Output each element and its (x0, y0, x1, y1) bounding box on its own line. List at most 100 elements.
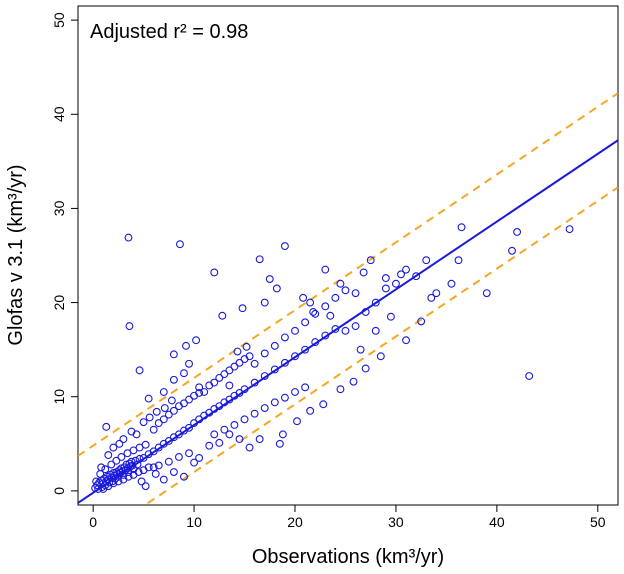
x-tick-label: 30 (388, 514, 404, 530)
data-point (293, 417, 301, 426)
data-point (422, 256, 431, 265)
lower-band-line (143, 186, 618, 505)
data-point (240, 415, 249, 424)
data-point (125, 322, 134, 331)
data-point (119, 435, 128, 444)
data-point (169, 350, 178, 359)
data-point (97, 463, 106, 472)
data-point (109, 443, 118, 452)
data-point (242, 342, 251, 351)
data-point (238, 304, 247, 313)
data-point (182, 341, 190, 350)
data-point (139, 453, 148, 462)
data-point (164, 457, 173, 466)
data-point (92, 477, 101, 486)
data-point (205, 441, 214, 450)
data-point (417, 317, 426, 326)
y-tick-label: 40 (51, 106, 67, 122)
data-point (169, 375, 178, 384)
data-point (154, 419, 163, 428)
data-point (565, 225, 574, 234)
data-point (117, 453, 126, 461)
data-point (167, 396, 176, 405)
data-point (190, 458, 199, 467)
data-point (152, 407, 161, 416)
data-point (104, 451, 113, 460)
data-point (260, 349, 269, 358)
data-point (326, 311, 335, 320)
data-point (180, 369, 188, 378)
data-point (270, 398, 279, 407)
data-point (255, 255, 264, 264)
data-point (134, 468, 143, 476)
data-point (137, 477, 146, 486)
data-point (371, 326, 380, 335)
x-tick-label: 0 (89, 514, 97, 530)
data-point (235, 435, 244, 444)
data-point (402, 265, 410, 274)
data-point (159, 388, 168, 396)
data-point (280, 333, 289, 342)
data-point (336, 279, 345, 288)
data-point (135, 366, 144, 375)
data-point (391, 279, 400, 288)
data-point (141, 440, 150, 449)
data-point (210, 378, 219, 387)
data-point (525, 372, 534, 380)
data-point (174, 453, 183, 461)
data-point (169, 406, 178, 415)
data-point (141, 482, 150, 491)
x-tick-label: 10 (186, 514, 202, 530)
data-point (447, 279, 456, 288)
data-point (349, 377, 358, 386)
data-point (291, 352, 299, 361)
data-point (225, 430, 234, 439)
data-point (301, 345, 310, 354)
data-point (180, 472, 188, 481)
data-point (311, 309, 320, 318)
data-point (114, 477, 123, 486)
data-point (180, 399, 188, 408)
data-point (331, 293, 340, 302)
data-point (319, 400, 328, 409)
data-point (508, 246, 516, 255)
data-point (164, 410, 173, 419)
data-point (124, 233, 133, 242)
data-point (361, 364, 370, 373)
data-point (376, 352, 385, 361)
fit-line-layer (78, 139, 618, 504)
y-tick-label: 30 (51, 200, 67, 216)
y-tick-label: 20 (51, 295, 67, 311)
data-point (351, 289, 360, 298)
data-point (160, 404, 169, 412)
data-point (164, 437, 173, 445)
data-point (220, 370, 229, 379)
data-point (210, 430, 219, 439)
data-point (144, 463, 153, 472)
x-axis: 0 10 20 30 40 50 (89, 505, 606, 530)
data-point (371, 298, 380, 307)
data-point (381, 274, 390, 283)
data-point (107, 460, 116, 469)
x-tick-label: 50 (590, 514, 606, 530)
data-point (174, 430, 183, 439)
data-point (215, 438, 224, 447)
data-point (175, 240, 184, 249)
data-point (265, 275, 274, 283)
data-point (112, 456, 121, 465)
data-point (306, 406, 315, 415)
data-point (278, 430, 287, 439)
data-point (427, 293, 436, 302)
regression-line (78, 139, 618, 504)
data-point (169, 468, 178, 476)
data-point (185, 423, 193, 432)
data-point (132, 430, 141, 439)
data-point (115, 439, 124, 448)
data-point (301, 383, 310, 392)
data-point (250, 359, 259, 368)
data-point (102, 422, 111, 431)
y-axis: 0 10 20 30 40 50 (51, 12, 78, 495)
data-point (482, 289, 491, 298)
data-point (192, 336, 201, 345)
